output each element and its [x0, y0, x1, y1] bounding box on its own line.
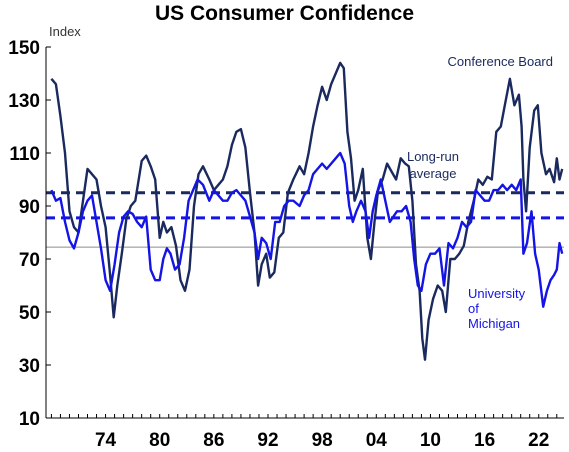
tick-labels: 10 30 50 70 90 110 130 150 74 80 86 92 98 04 10 16 22 — [8, 38, 549, 451]
michigan-label: Michigan — [468, 316, 520, 331]
y-tick-label: 10 — [19, 409, 40, 430]
michigan-label: University — [468, 286, 526, 301]
x-tick-label: 92 — [257, 430, 278, 451]
y-tick-label: 90 — [19, 197, 40, 218]
y-tick-label: 70 — [19, 250, 40, 271]
y-tick-label: 30 — [19, 356, 40, 377]
chart-title: US Consumer Confidence — [154, 2, 415, 25]
x-tick-label: 04 — [366, 430, 388, 451]
x-tick-label: 16 — [474, 430, 495, 451]
series-line-conference-board — [50, 61, 564, 361]
michigan-label: of — [468, 301, 479, 316]
x-tick-label: 74 — [95, 430, 117, 451]
annotations: Index Conference Board Long-run average Univ… — [49, 24, 553, 331]
y-tick-label: 150 — [8, 38, 40, 59]
x-tick-label: 80 — [149, 430, 170, 451]
long-run-average-label: Long-run — [407, 149, 459, 164]
conference-board-label: Conference Board — [447, 54, 553, 69]
x-tick-label: 86 — [203, 430, 224, 451]
y-tick-label: 130 — [8, 91, 40, 112]
series-lines — [50, 61, 564, 361]
y-tick-label: 50 — [19, 303, 40, 324]
x-tick-label: 98 — [312, 430, 333, 451]
axes — [45, 46, 564, 419]
long-run-average-label: average — [410, 166, 457, 181]
y-axis-label: Index — [49, 24, 81, 39]
series-line-michigan — [50, 151, 564, 308]
y-tick-label: 110 — [9, 144, 40, 165]
x-tick-label: 22 — [528, 430, 549, 451]
x-tick-label: 10 — [420, 430, 441, 451]
